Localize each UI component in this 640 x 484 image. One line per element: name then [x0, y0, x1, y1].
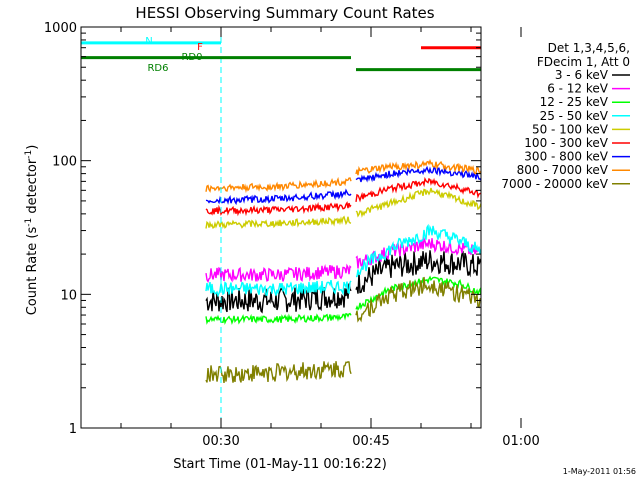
series-line-0-seg-0 [205, 283, 352, 314]
x-axis-label: Start Time (01-May-11 00:16:22) [173, 457, 387, 472]
legend-label-1: 6 - 12 keV [547, 82, 609, 96]
y-label-part1: Count Rate (s [25, 227, 40, 316]
y-label-sup2: -1 [24, 150, 34, 159]
y-tick-label-1: 10 [60, 288, 77, 303]
series-line-5-seg-2 [501, 205, 640, 212]
series-line-2-seg-1 [355, 275, 481, 311]
chart-title: HESSI Observing Summary Count Rates [135, 4, 434, 22]
series-line-3-seg-1 [355, 223, 481, 278]
legend-label-8: 7000 - 20000 keV [501, 177, 608, 191]
plot-area [81, 27, 640, 428]
series-line-6-seg-1 [355, 165, 481, 183]
flag-label-0: N [145, 36, 152, 47]
series-line-7-seg-0 [205, 176, 352, 194]
series-line-1-seg-0 [205, 263, 352, 283]
series-line-8-seg-1 [355, 276, 481, 323]
y-label-part2: detector [25, 158, 40, 218]
legend-label-2: 12 - 25 keV [540, 95, 609, 109]
series-line-8-seg-0 [205, 361, 352, 383]
series-line-5-seg-0 [205, 201, 352, 217]
plot-frame [80, 26, 482, 429]
legend: Det 1,3,4,5,6, FDecim 1, Att 0 3 - 6 keV… [501, 41, 630, 191]
axis-layer: NFRD0RD600:3000:4501:0001:1501:3001:4511… [44, 21, 540, 449]
flag-label-3: RD6 [147, 63, 168, 74]
legend-label-3: 25 - 50 keV [540, 109, 609, 123]
x-tick-label-2: 01:00 [502, 434, 539, 449]
legend-header-line2: FDecim 1, Att 0 [537, 55, 630, 69]
plot-layer [81, 27, 640, 428]
series-line-5-seg-1 [355, 176, 481, 203]
footer-date: 1-May-2011 01:56 [563, 467, 636, 476]
series-line-4-seg-0 [205, 215, 352, 229]
legend-label-0: 3 - 6 keV [555, 68, 609, 82]
y-label-part3: ) [25, 145, 40, 150]
legend-label-7: 800 - 7000 keV [517, 163, 609, 177]
series-line-2-seg-2 [501, 316, 640, 323]
flag-label-1: F [197, 42, 203, 53]
y-tick-label-0: 1 [69, 422, 77, 437]
series-line-3-seg-2 [501, 277, 640, 290]
legend-label-6: 300 - 800 keV [524, 150, 608, 164]
x-tick-label-0: 00:30 [202, 434, 239, 449]
series-line-2-seg-0 [205, 312, 352, 326]
series-line-6-seg-0 [205, 188, 352, 206]
series-line-1-seg-2 [501, 253, 640, 270]
y-label-sup1: -1 [24, 218, 34, 227]
y-tick-label-2: 100 [52, 155, 77, 170]
series-line-8-seg-2 [501, 316, 640, 351]
y-tick-label-3: 1000 [44, 21, 77, 36]
y-axis-label: Count Rate (s-1 detector-1) [24, 145, 40, 316]
series-line-0-seg-2 [501, 271, 640, 327]
series-line-4-seg-2 [501, 217, 640, 224]
series-line-4-seg-1 [355, 187, 481, 218]
series-line-3-seg-0 [205, 279, 352, 298]
x-tick-label-1: 00:45 [352, 434, 389, 449]
legend-label-5: 100 - 300 keV [524, 136, 608, 150]
series-line-7-seg-1 [355, 158, 481, 176]
flag-label-2: RD0 [181, 52, 202, 63]
legend-label-4: 50 - 100 keV [532, 122, 609, 136]
series-line-0-seg-1 [355, 250, 481, 294]
legend-header-line1: Det 1,3,4,5,6, [548, 41, 630, 55]
series-line-6-seg-2 [501, 191, 640, 198]
